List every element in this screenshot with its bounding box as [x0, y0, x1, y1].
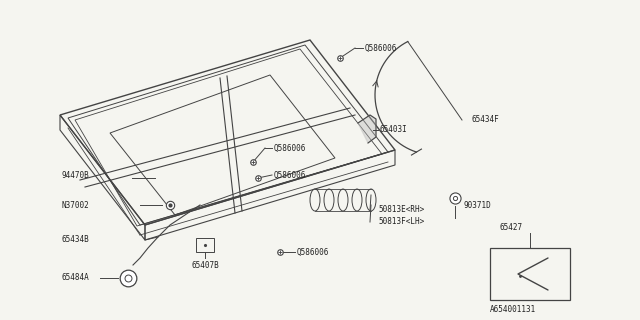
Text: Q586006: Q586006 [365, 44, 397, 52]
Text: 65403I: 65403I [380, 125, 408, 134]
Text: 90371D: 90371D [464, 201, 492, 210]
Text: 50813E<RH>: 50813E<RH> [378, 205, 424, 214]
Text: Q586006: Q586006 [274, 171, 307, 180]
Text: 65484A: 65484A [62, 274, 90, 283]
Text: Q586006: Q586006 [274, 143, 307, 153]
Text: 65407B: 65407B [192, 260, 220, 269]
Text: 65434B: 65434B [62, 236, 90, 244]
Text: 65434F: 65434F [472, 116, 500, 124]
Text: 94470B: 94470B [62, 171, 90, 180]
Text: N37002: N37002 [62, 201, 90, 210]
Text: Q586006: Q586006 [297, 247, 330, 257]
Polygon shape [358, 115, 376, 143]
Bar [490, 248, 570, 300]
Bar [196, 238, 214, 252]
Text: 50813F<LH>: 50813F<LH> [378, 218, 424, 227]
Text: A654001131: A654001131 [490, 306, 536, 315]
Text: 65427: 65427 [500, 223, 523, 233]
